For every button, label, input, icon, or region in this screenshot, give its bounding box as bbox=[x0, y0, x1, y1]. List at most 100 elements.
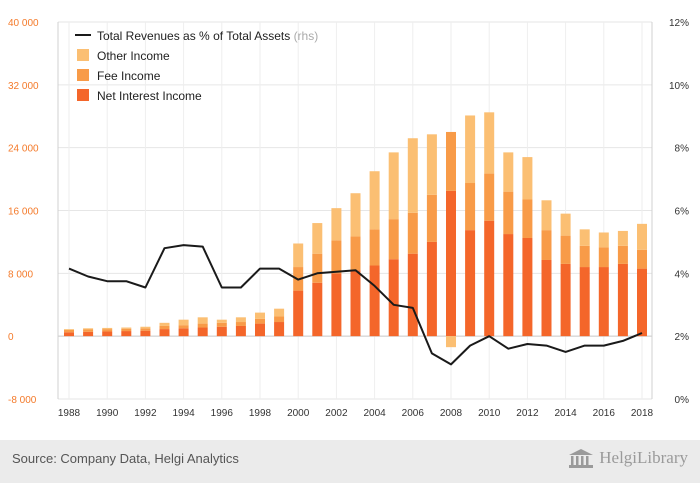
y-right-tick-label: 4% bbox=[675, 269, 690, 280]
revenue-ratio-line bbox=[68, 244, 643, 366]
bar-fee-income bbox=[560, 235, 571, 264]
bar-net-interest-income bbox=[465, 230, 476, 337]
bar-fee-income bbox=[617, 245, 628, 264]
x-tick-label: 2008 bbox=[440, 408, 463, 419]
legend-label-ratio: Total Revenues as % of Total Assets (rhs… bbox=[97, 29, 318, 43]
bar-fee-income bbox=[484, 173, 495, 221]
bar-net-interest-income bbox=[426, 241, 437, 337]
y-right-tick-label: 12% bbox=[669, 18, 689, 29]
x-tick-label: 2002 bbox=[325, 408, 348, 419]
footer: Source: Company Data, Helgi Analytics He… bbox=[0, 440, 700, 483]
legend-label: Net Interest Income bbox=[97, 89, 202, 103]
bars bbox=[64, 112, 647, 348]
x-tick-label: 2018 bbox=[631, 408, 654, 419]
bar-other-income bbox=[465, 115, 476, 184]
bar-fee-income bbox=[522, 199, 533, 238]
bar-fee-income bbox=[465, 183, 476, 231]
helgi-library-logo[interactable]: HelgiLibrary bbox=[568, 447, 688, 469]
y-right-tick-label: 0% bbox=[675, 395, 690, 406]
bar-fee-income bbox=[598, 247, 609, 268]
ratio-line-layer bbox=[68, 244, 643, 366]
bar-other-income bbox=[446, 336, 456, 348]
bar-net-interest-income bbox=[522, 237, 533, 337]
x-tick-label: 2000 bbox=[287, 408, 310, 419]
legend-label: Other Income bbox=[97, 49, 170, 63]
bar-net-interest-income bbox=[197, 327, 208, 337]
x-tick-label: 2016 bbox=[593, 408, 616, 419]
y-right-tick-label: 8% bbox=[675, 144, 690, 155]
x-tick-label: 1992 bbox=[134, 408, 157, 419]
bar-other-income bbox=[541, 200, 552, 231]
bar-net-interest-income bbox=[407, 253, 418, 337]
bar-other-income bbox=[121, 327, 132, 329]
bar-fee-income bbox=[388, 219, 399, 260]
x-tick-label: 2014 bbox=[554, 408, 577, 419]
bar-fee-income bbox=[64, 329, 74, 333]
bar-fee-income bbox=[235, 322, 246, 326]
bar-fee-income bbox=[446, 131, 456, 191]
bar-fee-income bbox=[426, 194, 437, 242]
bar-fee-income bbox=[121, 328, 132, 332]
axes: -8 000 0 8 000 16 000 24 000 32 000 40 000 0% 2%… bbox=[8, 18, 689, 419]
y-left-tick-label: 24 000 bbox=[8, 144, 39, 155]
bar-fee-income bbox=[312, 253, 323, 283]
legend-swatch bbox=[77, 49, 89, 61]
bar-fee-income bbox=[102, 329, 113, 332]
bar-other-income bbox=[407, 138, 418, 213]
x-tick-label: 2012 bbox=[516, 408, 539, 419]
y-left-tick-label: 8 000 bbox=[8, 269, 33, 280]
bar-other-income bbox=[255, 312, 265, 319]
bar-other-income bbox=[293, 243, 304, 268]
bar-net-interest-income bbox=[617, 263, 628, 337]
y-left-tick-label: -8 000 bbox=[8, 395, 37, 406]
bar-other-income bbox=[312, 223, 323, 254]
bar-net-interest-income bbox=[159, 329, 170, 337]
bar-other-income bbox=[235, 317, 246, 323]
bar-other-income bbox=[274, 308, 285, 317]
bar-fee-income bbox=[255, 318, 265, 324]
bar-fee-income bbox=[369, 229, 380, 266]
bar-net-interest-income bbox=[274, 322, 285, 337]
bar-other-income bbox=[617, 230, 628, 246]
y-right-tick-label: 10% bbox=[669, 81, 689, 92]
bar-other-income bbox=[598, 232, 609, 248]
bar-other-income bbox=[216, 319, 227, 323]
bar-net-interest-income bbox=[637, 268, 647, 337]
bar-net-interest-income bbox=[579, 267, 590, 337]
bar-other-income bbox=[369, 171, 380, 230]
bar-net-interest-income bbox=[541, 259, 552, 337]
bar-fee-income bbox=[159, 325, 170, 330]
bar-other-income bbox=[102, 327, 113, 330]
bar-fee-income bbox=[579, 245, 590, 268]
bar-fee-income bbox=[503, 191, 514, 235]
bar-fee-income bbox=[197, 323, 208, 328]
bar-net-interest-income bbox=[235, 325, 246, 337]
bar-net-interest-income bbox=[83, 331, 94, 337]
y-right-tick-label: 2% bbox=[675, 332, 690, 343]
y-left-tick-label: 40 000 bbox=[8, 18, 39, 29]
bar-other-income bbox=[560, 213, 571, 236]
bar-fee-income bbox=[331, 240, 342, 274]
legend-swatch bbox=[77, 69, 89, 81]
bar-net-interest-income bbox=[293, 290, 304, 337]
bar-net-interest-income bbox=[598, 267, 609, 337]
x-tick-label: 1988 bbox=[58, 408, 81, 419]
bar-net-interest-income bbox=[140, 330, 151, 337]
bar-fee-income bbox=[350, 236, 361, 271]
x-tick-label: 2010 bbox=[478, 408, 501, 419]
bar-net-interest-income bbox=[121, 331, 132, 337]
bar-net-interest-income bbox=[388, 259, 399, 337]
revenue-chart: -8 000 0 8 000 16 000 24 000 32 000 40 000 0% 2%… bbox=[8, 18, 689, 419]
bar-net-interest-income bbox=[560, 263, 571, 337]
library-building-icon bbox=[569, 449, 594, 468]
bar-other-income bbox=[426, 134, 437, 195]
legend-label: Fee Income bbox=[97, 69, 161, 83]
bar-fee-income bbox=[178, 325, 189, 329]
source-note: Source: Company Data, Helgi Analytics bbox=[12, 451, 239, 466]
bar-fee-income bbox=[140, 328, 151, 331]
bar-net-interest-income bbox=[255, 323, 265, 337]
bar-fee-income bbox=[541, 230, 552, 260]
bar-other-income bbox=[331, 208, 342, 241]
bar-net-interest-income bbox=[503, 234, 514, 337]
x-tick-label: 1998 bbox=[249, 408, 272, 419]
